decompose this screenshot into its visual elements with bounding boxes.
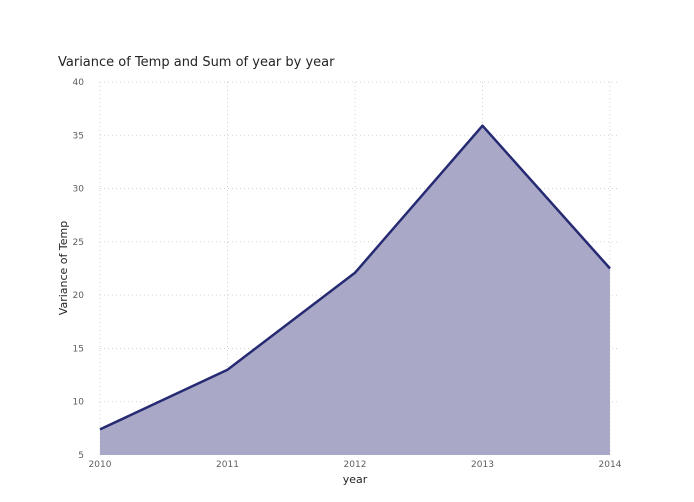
- x-tick-label: 2012: [344, 460, 367, 470]
- series-line: [99, 124, 611, 431]
- y-tick-label: 35: [73, 131, 84, 141]
- x-tick-label: 2010: [89, 460, 112, 470]
- y-tick-label: 20: [73, 291, 85, 301]
- y-axis-title: Variance of Temp: [57, 221, 70, 315]
- tick-layer: 5 10 15 20 25 30 35 40 2010 2011 2012 2013 2014: [73, 78, 622, 470]
- x-tick-label: 2014: [599, 460, 622, 470]
- y-tick-label: 15: [73, 344, 84, 354]
- x-tick-label: 2011: [216, 460, 239, 470]
- x-axis-title: year: [343, 473, 368, 486]
- y-tick-label: 25: [73, 238, 84, 248]
- y-tick-label: 40: [73, 78, 85, 88]
- y-tick-label: 30: [73, 185, 85, 195]
- chart-title: Variance of Temp and Sum of year by year: [58, 55, 335, 70]
- x-tick-label: 2013: [471, 460, 494, 470]
- y-tick-label: 10: [73, 398, 85, 408]
- y-tick-label: 5: [78, 451, 84, 461]
- area-layer: [99, 124, 611, 456]
- series-area-fill: [100, 125, 610, 456]
